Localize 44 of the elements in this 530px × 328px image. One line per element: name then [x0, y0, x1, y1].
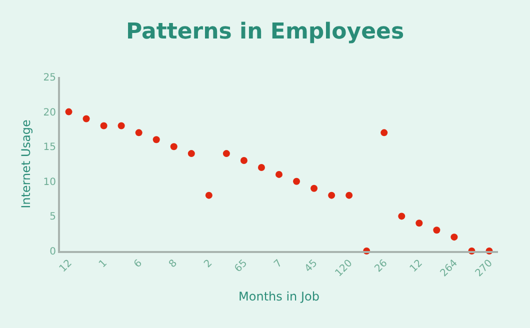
y-tick-label: 20 [43, 107, 56, 118]
point [188, 150, 195, 158]
point [222, 150, 230, 158]
y-axis-title: Internet Usage [19, 120, 34, 208]
point [65, 108, 72, 116]
point [258, 164, 265, 171]
y-tick-label: 15 [43, 142, 56, 154]
point [310, 184, 318, 192]
x-tick-label: 65 [232, 258, 250, 275]
point [398, 212, 406, 220]
y-tick-label: 25 [43, 72, 56, 84]
point [205, 192, 212, 199]
y-tick-label: 5 [50, 212, 56, 223]
point [170, 143, 178, 150]
chart-title: Patterns in Employees [126, 19, 404, 44]
point [100, 122, 108, 130]
y-tick-label: 0 [50, 246, 56, 258]
x-tick-label: 7 [272, 258, 285, 270]
point [346, 192, 353, 199]
point [276, 170, 282, 178]
point [82, 115, 90, 122]
point [240, 157, 248, 164]
point [450, 234, 458, 241]
x-tick-label: 45 [302, 258, 320, 275]
y-tick-label: 10 [43, 176, 56, 188]
point [293, 178, 300, 185]
x-tick-label: 1 [97, 258, 110, 270]
point [433, 226, 440, 234]
x-tick-label: 120 [333, 258, 355, 280]
x-tick-label: 2 [202, 258, 215, 270]
point [152, 136, 160, 144]
point [118, 122, 125, 130]
x-tick-label: 12 [58, 258, 74, 275]
point [328, 192, 336, 199]
x-tick-label: 8 [167, 258, 180, 270]
x-tick-label: 264 [438, 258, 460, 280]
x-tick-label: 12 [408, 258, 425, 275]
x-tick-label: 270 [474, 258, 495, 280]
x-axis-title: Months in Job [238, 290, 320, 304]
point [135, 129, 142, 136]
point [416, 220, 423, 227]
x-tick-label: 6 [132, 258, 144, 270]
point [380, 129, 388, 136]
x-tick-label: 26 [372, 258, 390, 275]
